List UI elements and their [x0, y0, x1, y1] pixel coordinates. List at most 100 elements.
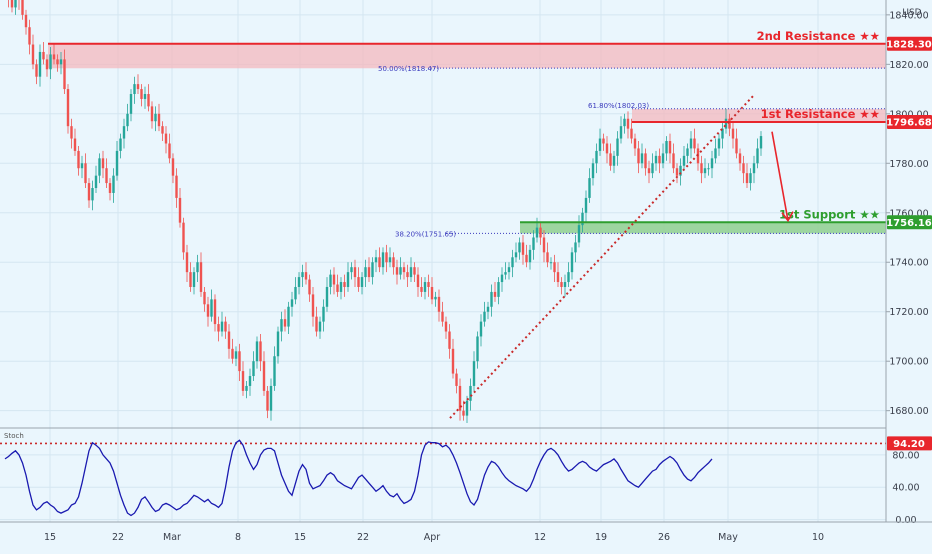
candle: [616, 138, 619, 156]
candle: [598, 138, 602, 151]
candle: [374, 257, 378, 263]
candle: [259, 341, 262, 362]
y-tick-label: 1720.00: [889, 307, 928, 318]
candle: [129, 94, 133, 114]
y-tick-label: 1680.00: [889, 406, 928, 417]
y-tick-label: 1800.00: [889, 109, 928, 120]
candle: [535, 227, 539, 238]
candle: [108, 183, 112, 193]
candle: [661, 153, 665, 164]
candle: [238, 351, 241, 372]
candle: [619, 126, 623, 139]
candle: [560, 282, 563, 287]
candle: [42, 51, 45, 60]
x-tick-label: 15: [294, 532, 306, 543]
candle: [532, 237, 535, 250]
candle: [423, 282, 427, 292]
candle: [434, 296, 437, 300]
candle: [556, 272, 560, 283]
candle: [329, 274, 332, 287]
candle: [388, 257, 392, 263]
support-level-name: 1st Support ★★: [779, 207, 880, 221]
candle: [52, 54, 56, 60]
candle: [728, 118, 731, 129]
candle: [647, 168, 651, 174]
candle: [420, 286, 423, 292]
candle: [623, 118, 626, 127]
y-tick-label: 1820.00: [889, 60, 928, 71]
candle: [350, 267, 353, 273]
x-tick-label: 15: [44, 532, 56, 543]
candle: [325, 286, 329, 307]
candle: [360, 277, 364, 287]
candle: [77, 150, 80, 169]
candle: [115, 150, 119, 176]
candle: [353, 267, 357, 278]
candle: [497, 282, 500, 297]
candle: [612, 155, 616, 166]
candle: [234, 351, 238, 359]
y-tick-label: 1760.00: [889, 208, 928, 219]
candle: [10, 0, 14, 8]
candle: [199, 262, 203, 292]
x-tick-label: 12: [534, 532, 546, 543]
candle: [626, 118, 630, 129]
candle: [441, 311, 444, 322]
candle: [385, 252, 388, 263]
candle: [756, 148, 759, 164]
candle: [84, 163, 87, 184]
candle: [630, 128, 633, 139]
candle: [668, 141, 672, 154]
candle: [455, 373, 458, 386]
candle: [175, 175, 178, 198]
candle: [147, 94, 150, 107]
osc-name: Stoch: [4, 432, 24, 440]
candle: [59, 59, 63, 65]
candle: [332, 274, 336, 285]
candle: [672, 153, 675, 169]
candle: [707, 168, 710, 170]
y-tick-label: 1740.00: [889, 258, 928, 269]
candle: [94, 175, 98, 189]
candle: [150, 106, 154, 122]
candle: [749, 173, 752, 184]
candle: [161, 126, 164, 134]
candle: [577, 225, 581, 243]
resistance-price-tag-label: 1828.30: [886, 39, 932, 50]
candle: [591, 163, 595, 179]
projection-arrow-head: [781, 211, 794, 223]
candle: [343, 282, 346, 287]
candle: [721, 128, 724, 139]
candle: [665, 141, 668, 154]
candle: [210, 299, 213, 317]
candle: [213, 299, 217, 325]
candle: [644, 153, 647, 169]
candle: [427, 282, 430, 287]
candle: [752, 163, 756, 174]
candle: [381, 252, 385, 268]
candle: [549, 262, 553, 264]
candle: [738, 153, 742, 164]
candle: [546, 252, 549, 263]
candle: [217, 324, 220, 332]
candle: [224, 321, 227, 332]
candle: [605, 143, 609, 154]
candle: [637, 148, 640, 164]
candle: [528, 249, 532, 263]
candle: [465, 400, 469, 416]
candle: [511, 257, 514, 268]
candle: [70, 126, 73, 139]
x-tick-label: Apr: [424, 532, 441, 543]
candle: [346, 272, 350, 287]
candle: [486, 306, 490, 312]
resistance-level-name: 2nd Resistance ★★: [757, 29, 880, 43]
candle: [500, 274, 504, 283]
candle: [525, 254, 528, 263]
candle: [693, 138, 696, 149]
osc-y-tick-label: 40.00: [892, 483, 919, 494]
candle: [742, 163, 745, 174]
candle: [126, 113, 129, 127]
candle: [609, 153, 612, 166]
candle: [395, 267, 399, 275]
